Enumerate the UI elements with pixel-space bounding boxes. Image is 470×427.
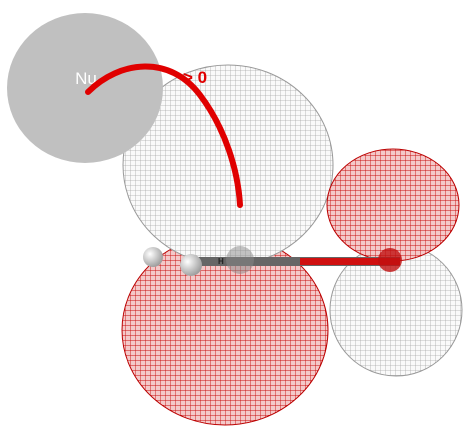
orbital-diagram: H Nu > 0: [0, 0, 470, 427]
carbon: [226, 246, 254, 274]
hydrogen: [143, 247, 163, 267]
nucleophile: [7, 13, 163, 163]
oxygen: [378, 248, 402, 272]
overlap-label: > 0: [183, 68, 207, 87]
atom-label: H: [218, 257, 224, 266]
hydrogen: [180, 254, 202, 276]
upper-right-lobe: [327, 149, 459, 261]
